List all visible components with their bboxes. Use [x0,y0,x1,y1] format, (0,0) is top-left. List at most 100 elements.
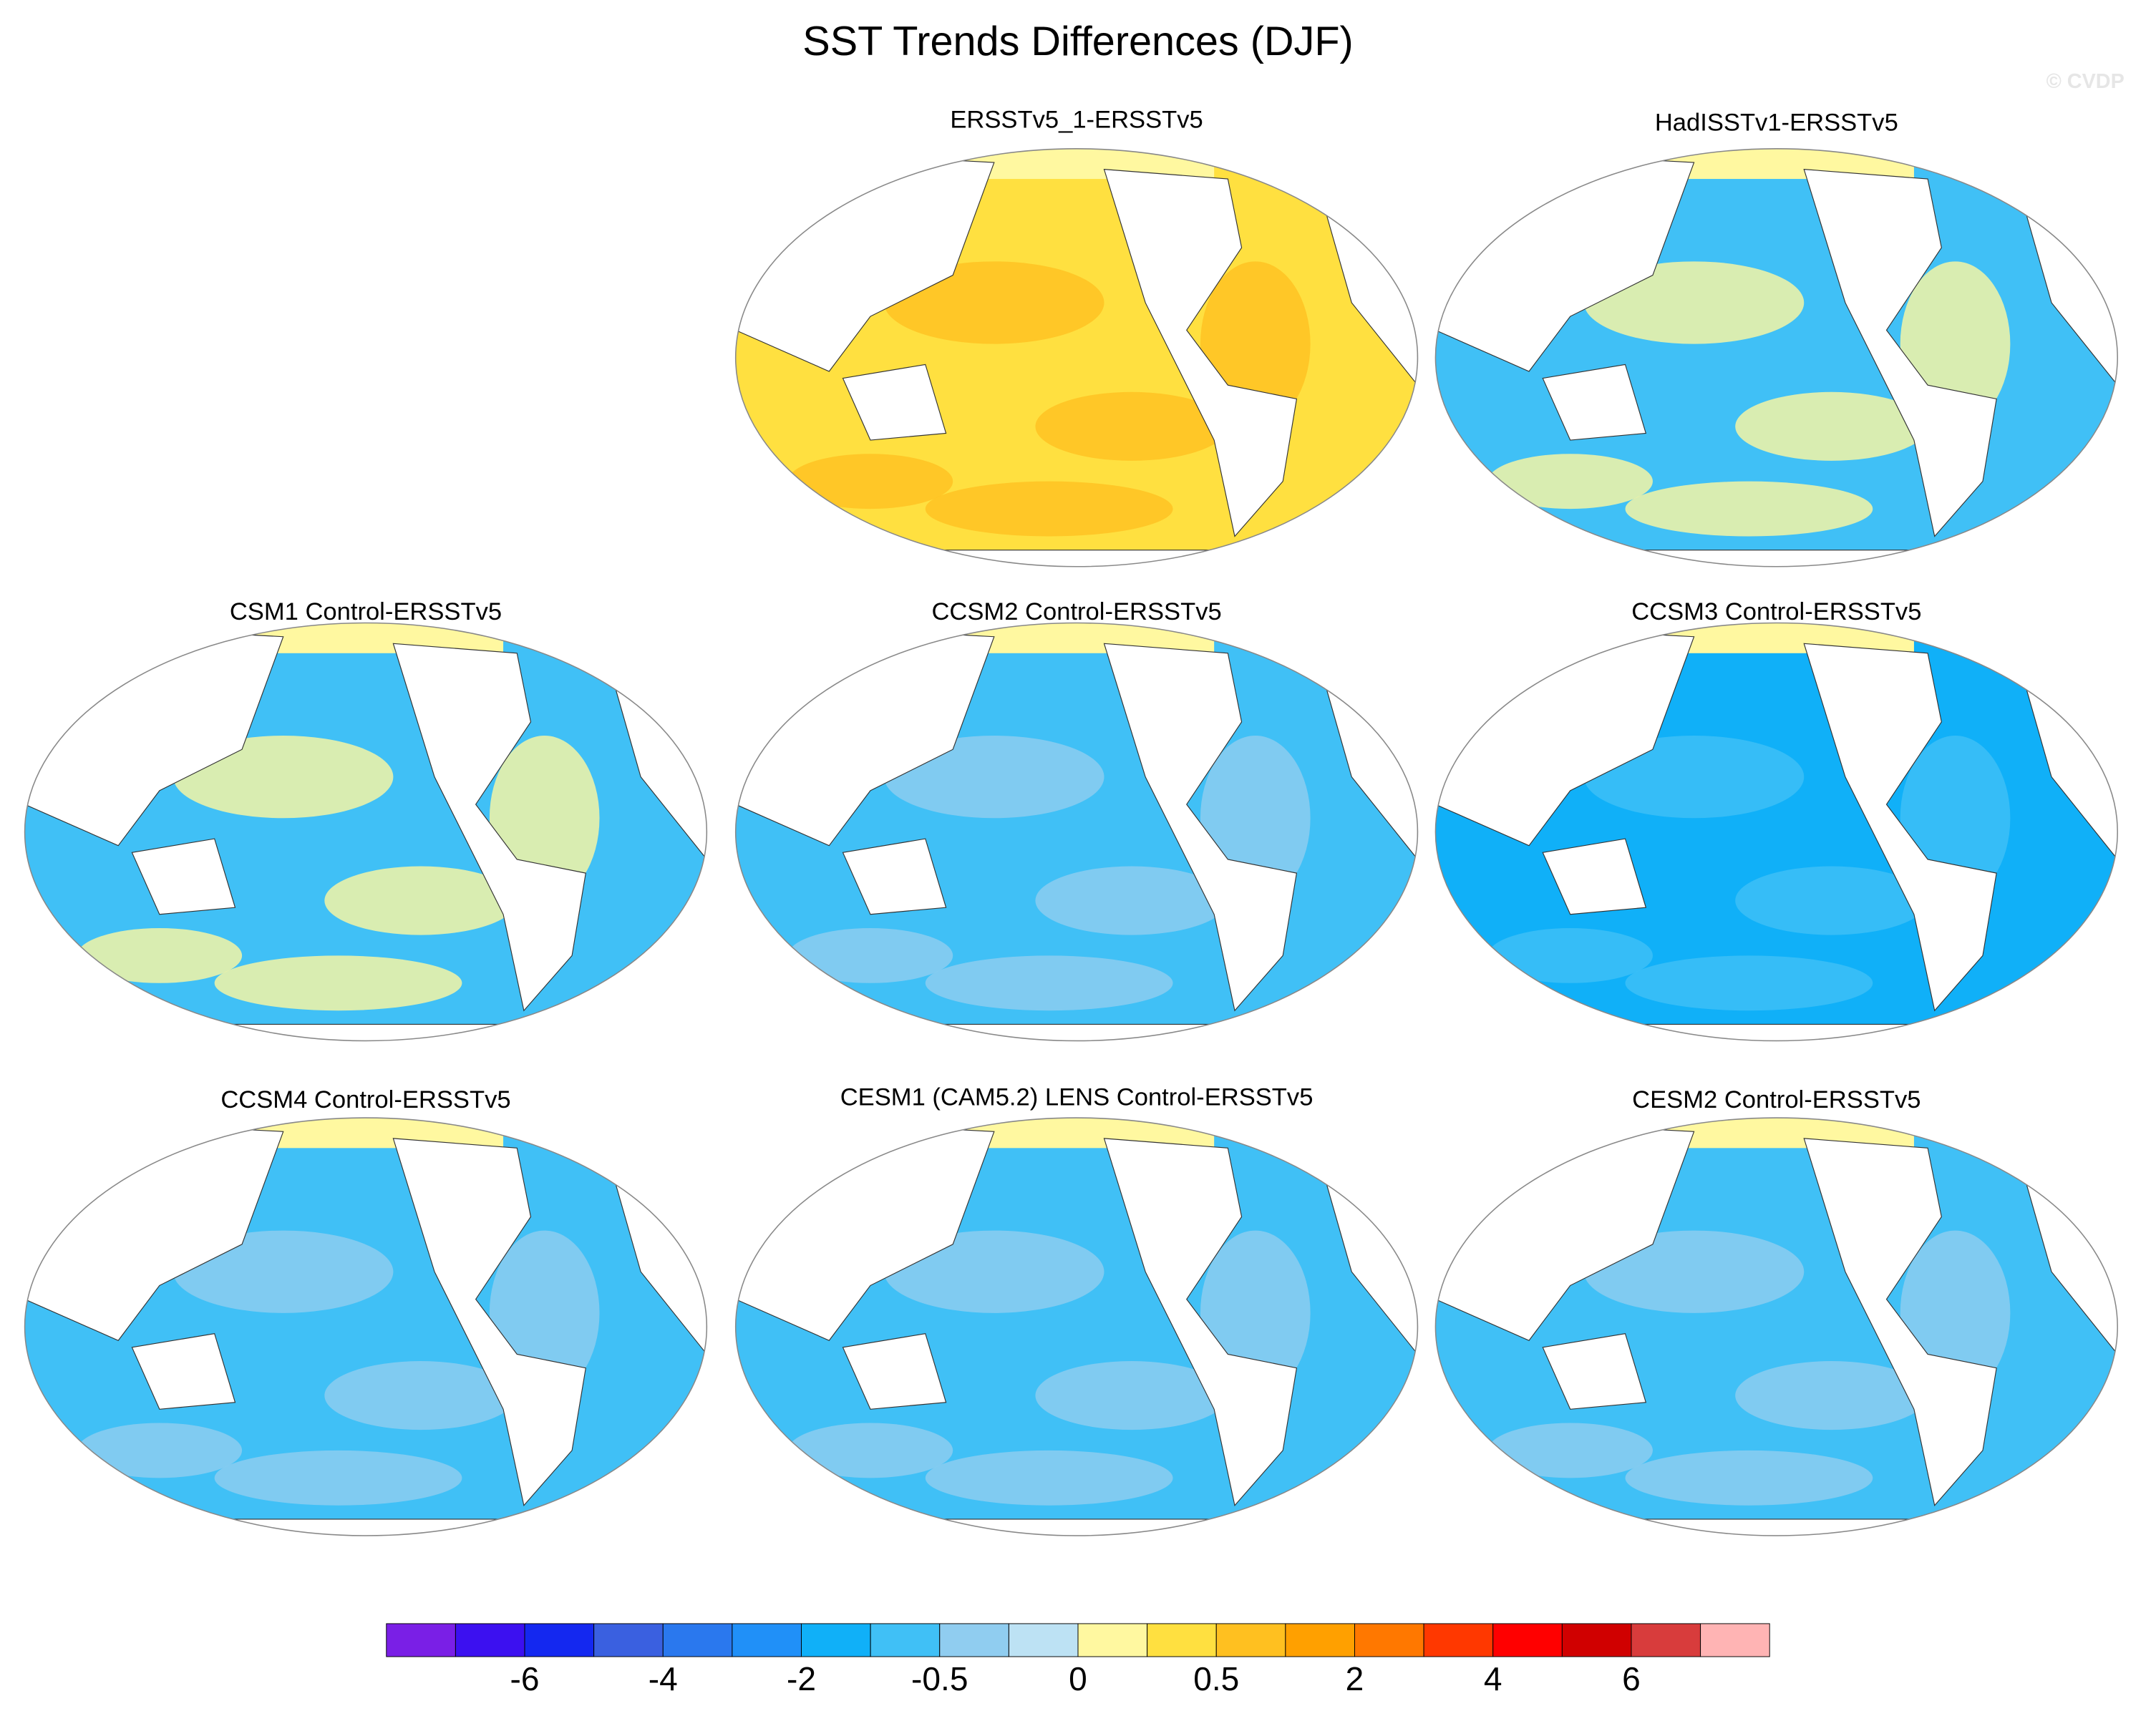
anomaly-area [787,927,953,983]
map-content [1435,148,2118,567]
land [1542,838,1647,915]
map-panel: CCSM3 Control-ERSSTv5 [1434,598,2118,1042]
land [131,1332,236,1410]
figure-title: SST Trends Differences (DJF) [802,19,1353,64]
anomaly-area [1487,1423,1653,1478]
colorbar-box [801,1623,871,1657]
land [842,838,947,915]
land [1803,168,1997,537]
panel-title: CESM2 Control-ERSSTv5 [1632,1086,1921,1113]
colorbar-box [524,1623,595,1657]
colorbar-label: 2 [1346,1660,1364,1697]
land [392,1138,586,1506]
anomaly-area [1735,1361,1928,1430]
antarctica [1435,550,2118,567]
colorbar-label: 4 [1484,1660,1502,1697]
map-content [735,1118,1418,1536]
colorbar-box [870,1623,941,1657]
antarctica [1435,1023,2118,1041]
colorbar-box [1285,1623,1355,1657]
map-panel: CSM1 Control-ERSSTv5 [24,598,708,1042]
land [1542,1332,1647,1410]
panel-title: CCSM4 Control-ERSSTv5 [220,1086,510,1113]
colorbar-box [1215,1623,1286,1657]
land [842,364,947,441]
colorbar-label: -6 [510,1660,540,1697]
antarctica [735,550,1418,567]
panel-title: CCSM2 Control-ERSSTv5 [931,598,1221,625]
anomaly-area [1035,866,1228,935]
colorbar-box [1147,1623,1217,1657]
map-content [735,148,1418,567]
anomaly-area [1625,1450,1873,1506]
panel-title: CCSM3 Control-ERSSTv5 [1631,598,1921,625]
anomaly-area [214,1450,462,1506]
colorbar-box [939,1623,1009,1657]
colorbar-label: -2 [787,1660,816,1697]
anomaly-area [1487,927,1653,983]
map-border [1434,1117,2118,1536]
colorbar-box [455,1623,525,1657]
anomaly-area [1035,1361,1228,1430]
colorbar-label: 0 [1069,1660,1087,1697]
colorbar-box [1492,1623,1563,1657]
anomaly-area [1625,481,1873,537]
anomaly-area [324,866,518,935]
anomaly-area [787,1423,953,1478]
map-border [1434,148,2118,567]
map-border [24,1117,708,1536]
anomaly-area [925,481,1173,537]
anomaly-area [77,927,243,983]
map-content [24,1118,707,1536]
colorbar-box [1561,1623,1632,1657]
land [131,838,236,915]
map-panel: CCSM2 Control-ERSSTv5 [734,598,1419,1042]
watermark: © CVDP [2046,70,2125,93]
colorbar-box [1008,1623,1079,1657]
anomaly-area [1035,391,1228,461]
land [1803,1138,1997,1506]
colorbar-label: -0.5 [911,1660,968,1697]
colorbar-box [1423,1623,1494,1657]
antarctica [24,1023,707,1041]
map-content [24,623,707,1041]
anomaly-area [1487,454,1653,510]
map-panel: HadISSTv1-ERSSTv5 [1434,109,2118,567]
map-border [734,622,1419,1042]
anomaly-area [1625,955,1873,1011]
colorbar-label: 6 [1622,1660,1641,1697]
map-panel: ERSSTv5_1-ERSSTv5 [734,107,1419,567]
anomaly-area [77,1423,243,1478]
colorbar-box [593,1623,664,1657]
anomaly-area [925,1450,1173,1506]
map-content [735,623,1418,1041]
panel-title: HadISSTv1-ERSSTv5 [1655,109,1898,136]
land [392,643,586,1012]
map-content [1435,1118,2118,1536]
antarctica [1435,1518,2118,1536]
anomaly-area [214,955,462,1011]
anomaly-area [1735,866,1928,935]
land [1103,1138,1298,1506]
map-border [734,1117,1419,1536]
anomaly-area [925,955,1173,1011]
antarctica [735,1518,1418,1536]
land [842,1332,947,1410]
map-panel: CESM2 Control-ERSSTv5 [1434,1086,2118,1536]
colorbar-box [386,1623,456,1657]
land [1803,643,1997,1012]
colorbar-box [662,1623,733,1657]
anomaly-area [324,1361,518,1430]
map-border [1434,622,2118,1042]
panel-title: CSM1 Control-ERSSTv5 [230,598,502,625]
panel-title: CESM1 (CAM5.2) LENS Control-ERSSTv5 [840,1083,1313,1111]
colorbar-box [1631,1623,1701,1657]
land [1542,364,1647,441]
land [1103,643,1298,1012]
colorbar-box [732,1623,802,1657]
colorbar-box [1354,1623,1424,1657]
map-panel: CCSM4 Control-ERSSTv5 [24,1086,708,1536]
antarctica [24,1518,707,1536]
antarctica [735,1023,1418,1041]
